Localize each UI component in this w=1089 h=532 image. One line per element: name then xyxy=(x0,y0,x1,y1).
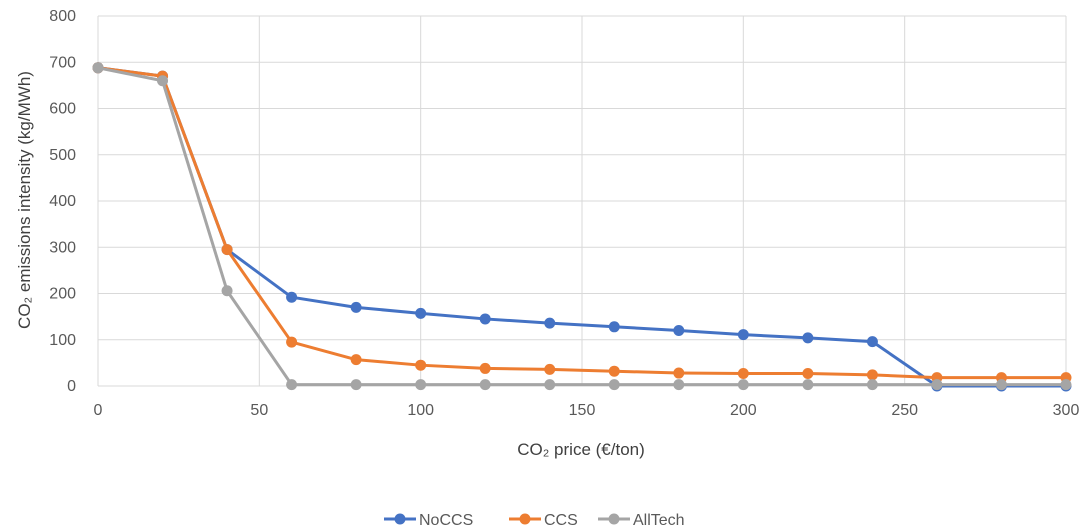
x-tick-label: 300 xyxy=(1053,402,1080,419)
data-point xyxy=(608,379,620,391)
data-point xyxy=(350,354,362,366)
data-point xyxy=(286,379,298,391)
y-tick-label: 500 xyxy=(49,147,76,164)
y-tick-label: 300 xyxy=(49,239,76,256)
data-point xyxy=(608,321,620,333)
series-line xyxy=(97,66,1066,380)
y-tick-labels: 0 100 200 300 400 500 600 700 800 xyxy=(49,8,76,395)
data-point xyxy=(608,365,620,377)
x-tick-label: 50 xyxy=(250,402,268,419)
legend-label: NoCCS xyxy=(419,512,473,529)
data-point xyxy=(350,301,362,313)
data-point xyxy=(544,317,556,329)
y-tick-label: 600 xyxy=(49,101,76,118)
data-point xyxy=(866,336,878,348)
legend-swatch-marker xyxy=(519,513,531,525)
data-point xyxy=(737,368,749,380)
legend-item-ccs: CCS xyxy=(509,512,578,529)
legend: NoCCS CCS AllTech xyxy=(384,512,685,529)
data-point xyxy=(737,329,749,341)
legend-swatch-marker xyxy=(394,513,406,525)
data-point xyxy=(931,379,943,391)
data-point xyxy=(866,369,878,381)
data-point xyxy=(350,379,362,391)
data-point xyxy=(479,379,491,391)
data-point xyxy=(544,379,556,391)
data-point xyxy=(479,313,491,325)
data-point xyxy=(415,307,427,319)
data-point xyxy=(995,379,1007,391)
data-point xyxy=(802,368,814,380)
x-tick-label: 100 xyxy=(407,402,434,419)
data-point xyxy=(1060,379,1072,391)
y-tick-label: 100 xyxy=(49,332,76,349)
data-point xyxy=(866,379,878,391)
data-point xyxy=(673,325,685,336)
data-point xyxy=(415,379,427,391)
x-tick-label: 250 xyxy=(891,402,918,419)
data-point xyxy=(479,362,491,374)
legend-label: CCS xyxy=(544,512,578,529)
x-tick-label: 0 xyxy=(94,402,103,419)
x-tick-label: 150 xyxy=(569,402,596,419)
data-point xyxy=(737,379,749,391)
series-line xyxy=(97,66,1066,387)
data-point xyxy=(157,75,169,87)
y-tick-label: 200 xyxy=(49,286,76,303)
data-point xyxy=(673,367,685,379)
data-point xyxy=(92,62,104,74)
series-alltech xyxy=(92,62,1072,391)
data-point xyxy=(544,363,556,375)
data-point xyxy=(415,359,427,371)
legend-swatch-marker xyxy=(608,513,620,525)
data-point xyxy=(673,379,685,391)
y-axis-title: CO₂ emissions intensity (kg/MWh) xyxy=(15,71,34,329)
gridlines xyxy=(97,15,1067,387)
data-point xyxy=(802,379,814,391)
data-point xyxy=(221,244,233,256)
x-tick-label: 200 xyxy=(730,402,757,419)
x-tick-labels: 0 50 100 150 200 250 300 xyxy=(94,402,1080,419)
legend-item-alltech: AllTech xyxy=(598,512,685,529)
data-point xyxy=(286,291,298,303)
series-line xyxy=(97,66,1066,388)
x-axis-title: CO₂ price (€/ton) xyxy=(517,440,645,459)
data-point xyxy=(221,285,233,297)
legend-item-noccs: NoCCS xyxy=(384,512,473,529)
legend-label: AllTech xyxy=(633,512,685,529)
data-point xyxy=(802,332,814,344)
series-layer xyxy=(92,62,1072,392)
y-tick-label: 800 xyxy=(49,8,76,25)
y-tick-label: 0 xyxy=(67,378,76,395)
data-point xyxy=(286,336,298,348)
y-tick-label: 400 xyxy=(49,193,76,210)
y-tick-label: 700 xyxy=(49,54,76,71)
